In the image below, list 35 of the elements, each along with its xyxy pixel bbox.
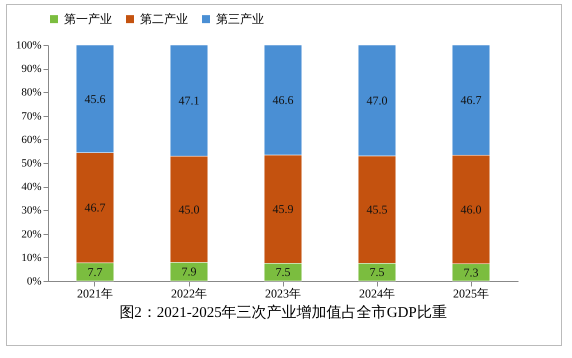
data-label: 46.7 — [460, 93, 482, 108]
data-label: 45.5 — [366, 202, 388, 217]
y-tick-label: 30% — [21, 204, 42, 217]
legend-label: 第一产业 — [64, 12, 112, 26]
y-tick-label: 70% — [21, 110, 42, 122]
data-label: 46.6 — [272, 92, 294, 107]
data-label: 47.0 — [366, 93, 388, 108]
legend-label: 第二产业 — [140, 12, 188, 26]
y-tick-label: 0% — [26, 276, 42, 288]
y-tick-label: 90% — [21, 63, 42, 76]
data-label: 47.1 — [178, 94, 200, 108]
data-label: 45.0 — [178, 202, 200, 216]
data-label: 7.9 — [182, 264, 196, 279]
x-tick-label: 2021年 — [77, 286, 113, 300]
data-label: 46.7 — [84, 200, 106, 215]
y-tick-label: 100% — [16, 40, 42, 52]
y-tick-label: 80% — [21, 86, 42, 99]
data-label: 7.7 — [88, 264, 102, 279]
data-label: 45.6 — [84, 92, 106, 106]
x-tick-label: 2025年 — [453, 286, 489, 300]
x-tick-label: 2022年 — [171, 286, 207, 300]
text: 图2：2021-2025年三次产业增加值占全市GDP比重 — [119, 304, 447, 321]
data-label: 7.3 — [464, 265, 478, 280]
y-tick-label: 10% — [21, 252, 42, 264]
x-tick-label: 2023年 — [265, 286, 301, 300]
data-label: 7.5 — [370, 265, 384, 280]
y-tick-label: 20% — [21, 228, 42, 240]
data-label: 45.9 — [272, 202, 294, 216]
data-label: 46.0 — [460, 202, 482, 216]
legend-label: 第三产业 — [216, 12, 264, 26]
y-tick-label: 50% — [21, 158, 42, 170]
x-tick-label: 2024年 — [359, 286, 395, 300]
y-tick-label: 40% — [21, 181, 42, 194]
data-label: 7.5 — [276, 265, 290, 280]
y-tick-label: 60% — [21, 134, 42, 146]
